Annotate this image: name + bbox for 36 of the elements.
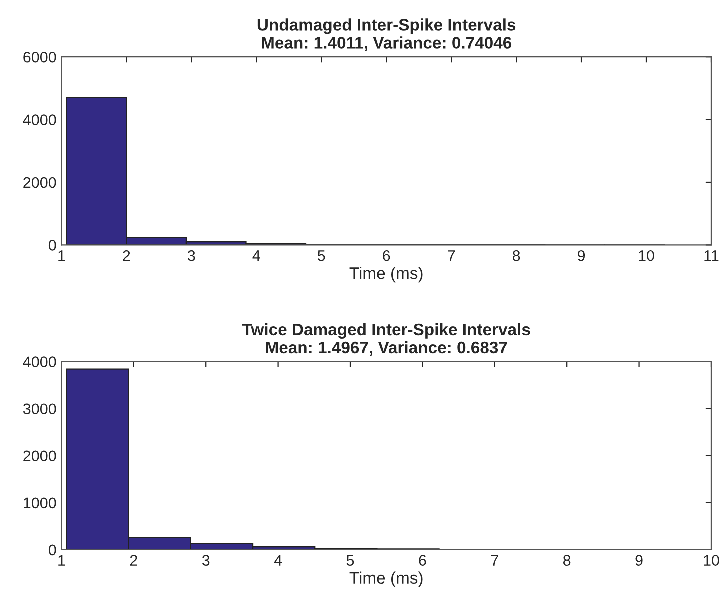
y-tick-label: 2000: [24, 450, 56, 462]
x-tick-label: 4: [274, 555, 282, 566]
x-tick-label: 6: [383, 250, 390, 262]
x-tick-label: 7: [491, 555, 498, 566]
x-tick-label: 2: [130, 555, 138, 566]
chart-title: Twice Damaged Inter-Spike Intervals: [242, 323, 530, 339]
x-tick-label: 1: [58, 555, 66, 566]
x-tick-label: 10: [704, 555, 720, 566]
y-tick-label: 0: [48, 240, 56, 251]
x-axis-title: Time (ms): [350, 572, 423, 588]
y-tick-label: 0: [48, 544, 56, 556]
x-tick-label: 9: [636, 555, 643, 566]
x-tick-label: 9: [578, 250, 586, 262]
x-tick-label: 6: [419, 555, 426, 566]
x-tick-label: 4: [252, 250, 260, 262]
chart-subtitle: Mean: 1.4967, Variance: 0.6837: [266, 341, 508, 356]
x-tick-label: 7: [448, 250, 456, 262]
y-tick-label: 6000: [24, 52, 56, 63]
x-tick-label: 8: [564, 555, 571, 566]
x-tick-label: 3: [202, 555, 210, 566]
y-tick-label: 4000: [23, 356, 56, 368]
chart-title: Undamaged Inter-Spike Intervals: [258, 18, 516, 34]
x-axis-title: Time (ms): [350, 267, 423, 283]
x-tick-label: 8: [512, 250, 520, 262]
x-tick-label: 5: [318, 250, 326, 262]
x-tick-label: 2: [123, 250, 130, 262]
x-tick-label: 5: [346, 555, 354, 566]
x-tick-label: 1: [58, 250, 66, 262]
y-tick-label: 3000: [23, 404, 56, 415]
y-tick-label: 1000: [24, 498, 56, 509]
x-tick-label: 11: [704, 250, 719, 262]
x-tick-label: 3: [188, 250, 196, 262]
y-tick-label: 2000: [24, 177, 56, 188]
chart-subtitle: Mean: 1.4011, Variance: 0.74046: [262, 36, 512, 52]
y-tick-label: 4000: [23, 114, 56, 126]
x-tick-label: 10: [639, 250, 654, 262]
